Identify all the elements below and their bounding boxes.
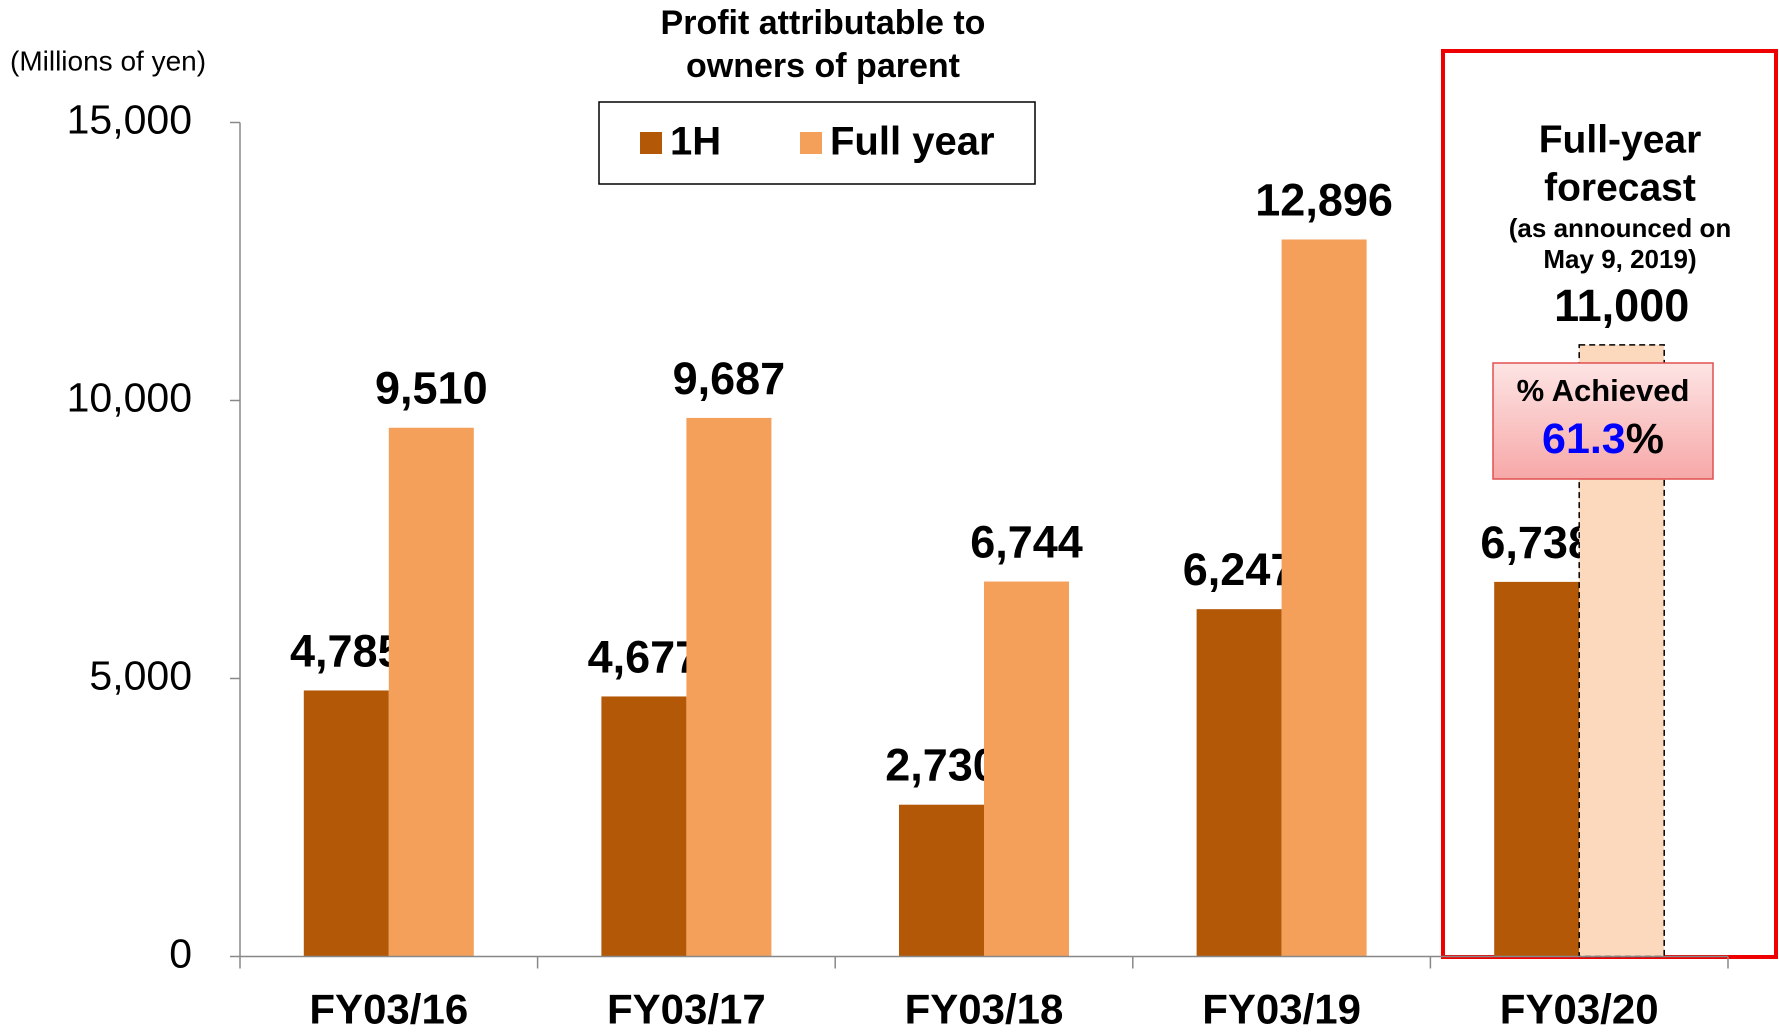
bar (303, 690, 389, 957)
x-tick-label: FY03/20 (1500, 986, 1659, 1033)
value-label: 2,730 (885, 740, 998, 791)
achieved-value: 61.3% (1542, 415, 1664, 463)
value-label: 12,896 (1255, 174, 1393, 225)
forecast-title: Full-year (1539, 118, 1702, 161)
achieved-label: % Achieved (1517, 373, 1690, 408)
forecast-title: forecast (1544, 166, 1696, 209)
bar (984, 581, 1069, 957)
value-label: 4,785 (290, 625, 403, 676)
achieved-number: 61.3 (1542, 415, 1626, 463)
chart-title: owners of parent (686, 47, 960, 85)
bar (601, 696, 687, 957)
legend-swatch (640, 132, 662, 154)
value-label: 4,677 (588, 631, 701, 682)
x-tick-label: FY03/18 (905, 986, 1064, 1033)
x-tick-label: FY03/17 (607, 986, 766, 1033)
x-tick-label: FY03/16 (309, 986, 468, 1033)
x-tick-label: FY03/19 (1202, 986, 1361, 1033)
chart-title: Profit attributable to (661, 4, 986, 42)
y-tick-label: 10,000 (67, 374, 192, 420)
bar (899, 804, 984, 957)
y-tick-label: 0 (169, 930, 192, 976)
bar (686, 417, 772, 957)
bar (1281, 239, 1367, 957)
forecast-note: May 9, 2019) (1543, 244, 1696, 274)
value-label: 6,738 (1480, 517, 1593, 568)
legend-swatch (800, 132, 822, 154)
bar (1494, 581, 1580, 957)
achieved-box (1492, 362, 1714, 480)
value-label: 9,510 (375, 363, 488, 414)
achieved-suffix: % (1626, 415, 1664, 463)
value-label: 6,744 (970, 516, 1083, 567)
bar (388, 427, 474, 957)
value-label: 9,687 (673, 353, 786, 404)
legend-label: Full year (830, 120, 995, 164)
forecast-note: (as announced on (1509, 213, 1731, 243)
bar (1196, 609, 1282, 957)
legend-label: 1H (670, 120, 721, 164)
value-label: 6,247 (1183, 544, 1296, 595)
y-tick-label: 5,000 (89, 652, 192, 698)
y-unit: (Millions of yen) (10, 45, 206, 76)
value-label: 11,000 (1554, 280, 1689, 331)
y-tick-label: 15,000 (67, 96, 192, 142)
